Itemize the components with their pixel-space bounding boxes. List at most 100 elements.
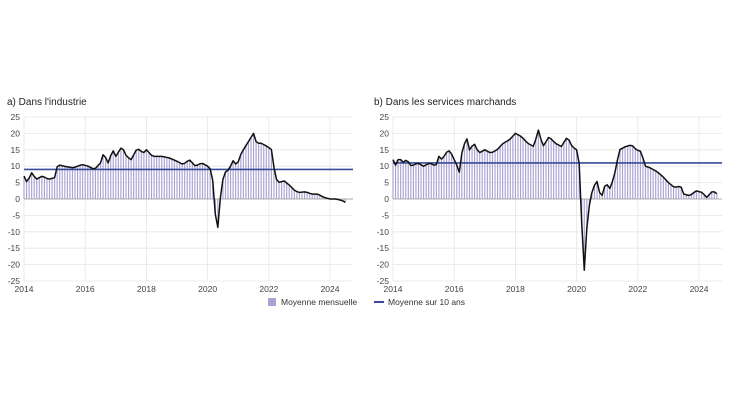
bar	[41, 176, 43, 199]
bar	[711, 191, 713, 199]
bar	[110, 155, 112, 199]
bar	[428, 163, 430, 199]
bar	[112, 150, 114, 199]
bar	[629, 145, 631, 199]
legend-bars: Moyenne mensuelle	[268, 297, 357, 307]
bar	[415, 163, 417, 199]
bar	[665, 179, 667, 199]
y-tick-label: -20	[8, 260, 21, 270]
bar	[637, 150, 639, 199]
bar	[678, 186, 680, 199]
bar	[38, 177, 40, 199]
bar	[76, 166, 79, 199]
bar	[425, 164, 427, 199]
bar	[660, 174, 662, 199]
bar	[156, 156, 158, 199]
y-tick-label: -5	[381, 210, 389, 220]
bar	[168, 158, 170, 199]
bar	[433, 165, 435, 199]
bar	[204, 164, 206, 199]
y-tick-label: 0	[15, 194, 20, 204]
bar	[570, 145, 573, 199]
bar	[191, 162, 193, 199]
bar	[611, 181, 613, 199]
bar	[655, 170, 657, 199]
bar	[632, 145, 634, 199]
y-tick-label: -15	[8, 243, 21, 253]
bar	[599, 192, 601, 199]
bar	[430, 163, 432, 199]
y-tick-label: 20	[11, 128, 21, 138]
y-tick-label: 5	[15, 178, 20, 188]
bar	[634, 148, 636, 199]
bar	[606, 184, 608, 199]
bar	[54, 177, 56, 199]
bar	[517, 134, 519, 199]
y-tick-label: 25	[380, 112, 390, 122]
bar	[471, 146, 473, 199]
x-tick-label: 2014	[384, 284, 403, 294]
bar	[99, 162, 102, 199]
bar	[176, 161, 178, 199]
bar	[578, 163, 580, 199]
bar	[105, 157, 107, 199]
bar	[650, 168, 652, 199]
bar	[453, 159, 455, 199]
bar	[701, 192, 703, 199]
bar	[397, 159, 399, 199]
bar	[296, 191, 298, 199]
bar	[145, 149, 147, 199]
bar	[466, 138, 468, 199]
bar	[703, 194, 705, 199]
bar	[217, 199, 219, 228]
bar	[481, 151, 483, 199]
bar	[319, 195, 321, 199]
bar	[158, 156, 160, 199]
bar	[255, 141, 257, 199]
bar	[509, 138, 511, 199]
y-tick-label: 10	[11, 161, 21, 171]
bar	[301, 192, 303, 199]
bar	[207, 166, 209, 199]
x-tick-label: 2016	[445, 284, 464, 294]
y-tick-label: 20	[380, 128, 390, 138]
x-tick-label: 2024	[321, 284, 340, 294]
bar	[89, 167, 91, 199]
bar	[224, 172, 227, 199]
bar	[540, 139, 542, 199]
bar	[342, 199, 344, 201]
y-tick-label: -10	[377, 227, 390, 237]
bar	[440, 159, 443, 199]
bar	[657, 172, 659, 199]
bar	[278, 182, 280, 199]
bar	[484, 149, 486, 199]
bar	[303, 191, 306, 199]
bar	[135, 150, 137, 199]
bar	[71, 167, 74, 199]
bar	[178, 162, 181, 199]
bar	[189, 160, 191, 199]
bar	[461, 153, 463, 199]
x-tick-label: 2024	[690, 284, 709, 294]
bar	[708, 194, 710, 199]
bar	[69, 167, 71, 199]
bar	[624, 146, 626, 199]
bar	[417, 163, 420, 199]
bar	[639, 151, 641, 199]
bar	[525, 141, 527, 199]
bar	[468, 149, 471, 199]
bar	[619, 149, 621, 199]
bar	[479, 152, 481, 199]
bar	[196, 165, 199, 199]
bar	[240, 154, 242, 199]
legend-average-label: Moyenne sur 10 ans	[388, 297, 465, 307]
bar	[565, 138, 568, 199]
monthly-series-line	[392, 129, 718, 271]
y-tick-label: -5	[12, 210, 20, 220]
bar	[306, 192, 308, 199]
bar	[61, 165, 63, 199]
bar	[527, 143, 529, 199]
y-tick-label: 10	[380, 161, 390, 171]
bar	[445, 152, 448, 199]
